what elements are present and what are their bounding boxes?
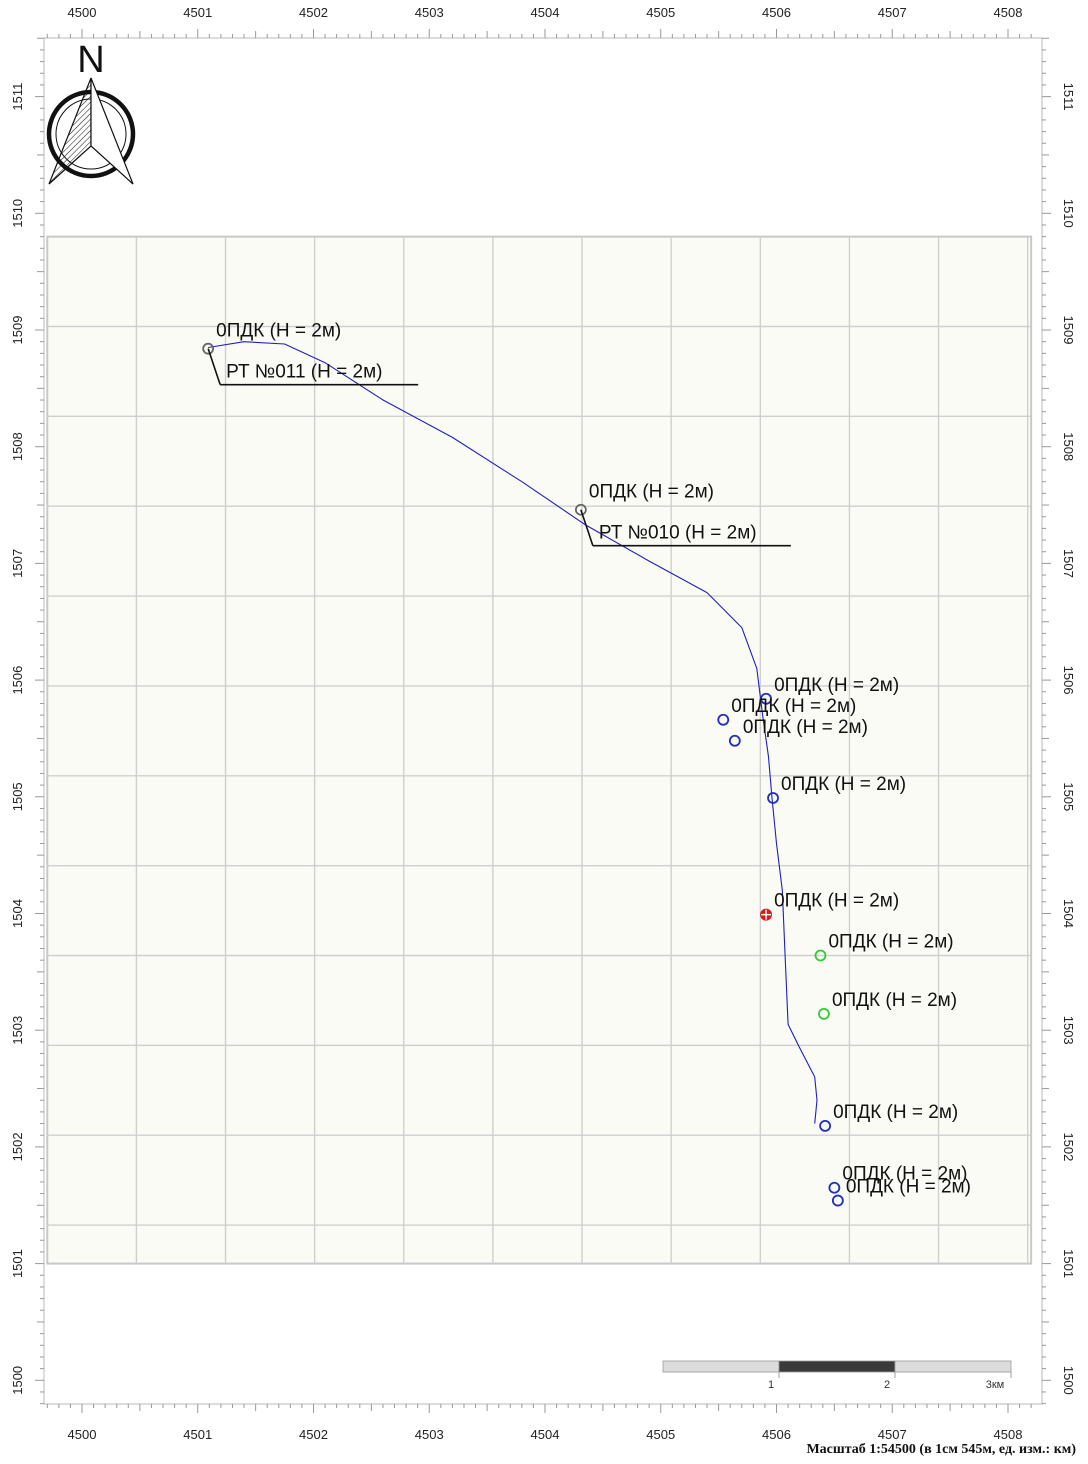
y-tick-label-left: 1509: [10, 316, 25, 345]
y-tick-label-right: 1506: [1061, 666, 1076, 695]
x-tick-label-top: 4505: [646, 5, 675, 20]
route-layer: [208, 341, 818, 1124]
stations-layer: 0ПДК (H = 2м)РТ №011 (H = 2м)0ПДК (H = 2…: [202, 321, 971, 1207]
y-tick-label-right: 1502: [1061, 1132, 1076, 1161]
station-ring-icon: [760, 692, 772, 705]
y-tick-label-left: 1511: [10, 83, 25, 111]
station-ring-icon: [818, 1007, 830, 1020]
scale-bar-label: 2: [884, 1379, 890, 1391]
y-tick-label-right: 1505: [1061, 782, 1076, 811]
x-tick-label-bottom: 4504: [531, 1427, 560, 1442]
station-callout: РТ №011 (H = 2м): [226, 362, 382, 383]
callout-leader-line: [207, 348, 221, 385]
y-tick-label-right: 1509: [1061, 316, 1076, 345]
station-marker-p2[interactable]: 0ПДК (H = 2м): [717, 696, 856, 726]
y-tick-label-left: 1507: [10, 549, 25, 578]
station-ring-icon: [828, 1181, 841, 1194]
x-tick-label-top: 4506: [762, 5, 791, 20]
station-marker-p3[interactable]: 0ПДК (H = 2м): [728, 717, 868, 747]
station-label: 0ПДК (H = 2м): [828, 932, 953, 953]
scale-bar-label: 1: [768, 1379, 774, 1391]
station-ring-icon: [819, 1119, 832, 1132]
callout-leader-line: [580, 509, 594, 546]
station-marker-p6[interactable]: 0ПДК (H = 2м): [814, 932, 954, 962]
x-tick-label-top: 4507: [878, 5, 907, 20]
station-ring-icon: [574, 503, 587, 516]
station-callout: РТ №010 (H = 2м): [599, 523, 757, 544]
station-label: 0ПДК (H = 2м): [846, 1177, 971, 1198]
station-label: 0ПДК (H = 2м): [842, 1164, 967, 1185]
station-ring-icon: [814, 949, 827, 962]
y-tick-label-left: 1506: [10, 666, 25, 695]
station-marker-p4[interactable]: 0ПДК (H = 2м): [767, 774, 906, 804]
station-label: 0ПДК (H = 2м): [781, 774, 906, 795]
y-tick-label-right: 1507: [1061, 549, 1076, 578]
station-label: 0ПДК (H = 2м): [832, 990, 957, 1011]
y-tick-label-right: 1503: [1061, 1016, 1076, 1045]
x-tick-label-bottom: 4507: [878, 1427, 907, 1442]
station-label: 0ПДК (H = 2м): [743, 717, 868, 738]
station-marker-rt010[interactable]: 0ПДК (H = 2м) РТ №010 (H = 2м): [574, 482, 791, 547]
station-label: 0ПДК (H = 2м): [589, 482, 714, 503]
station-marker-p1[interactable]: 0ПДК (H = 2м): [760, 675, 899, 705]
station-ring-icon: [717, 713, 730, 726]
station-label: 0ПДК (H = 2м): [774, 891, 899, 912]
y-tick-label-right: 1500: [1061, 1366, 1076, 1395]
scale-bar-segment: [778, 1360, 896, 1373]
x-tick-label-top: 4508: [994, 5, 1023, 20]
station-ring-icon: [202, 342, 215, 355]
north-arrow-icon: N: [46, 39, 136, 185]
scale-bar-segment: [662, 1360, 780, 1373]
x-tick-label-bottom: 4506: [762, 1427, 791, 1442]
y-tick-label-right: 1510: [1061, 199, 1076, 228]
station-marker-p5[interactable]: 0ПДК (H = 2м): [760, 891, 900, 921]
coordinate-grid: [46, 235, 1033, 1265]
station-label: 0ПДК (H = 2м): [216, 321, 341, 342]
x-tick-label-bottom: 4501: [183, 1427, 212, 1442]
station-marker-rt011[interactable]: 0ПДК (H = 2м) РТ №011 (H = 2м): [202, 321, 419, 386]
x-tick-label-top: 4502: [299, 5, 328, 20]
x-tick-label-bottom: 4508: [994, 1427, 1023, 1442]
x-tick-label-bottom: 4505: [646, 1427, 675, 1442]
y-tick-label-left: 1508: [10, 432, 25, 461]
station-ring-icon: [728, 734, 741, 747]
x-tick-label-top: 4500: [68, 5, 97, 20]
x-tick-label-bottom: 4500: [68, 1427, 97, 1442]
y-tick-label-left: 1510: [10, 199, 25, 228]
x-tick-label-bottom: 4503: [415, 1427, 444, 1442]
station-ring-icon: [767, 792, 779, 804]
y-tick-label-right: 1504: [1061, 899, 1076, 928]
y-tick-label-right: 1511: [1061, 83, 1076, 111]
x-tick-label-bottom: 4502: [299, 1427, 328, 1442]
y-tick-label-left: 1502: [10, 1132, 25, 1161]
route-line: [208, 341, 818, 1124]
station-marker-p10[interactable]: 0ПДК (H = 2м): [831, 1177, 971, 1207]
y-tick-label-left: 1504: [10, 899, 25, 928]
y-tick-label-left: 1503: [10, 1016, 25, 1045]
station-ring-icon: [831, 1194, 844, 1207]
y-tick-label-left: 1505: [10, 782, 25, 811]
y-tick-label-left: 1501: [10, 1249, 25, 1278]
scale-caption: Масштаб 1:54500 (в 1см 545м, ед. изм.: к…: [806, 1442, 1076, 1457]
x-tick-label-top: 4504: [531, 5, 560, 20]
grid-panel: [46, 235, 1033, 1265]
y-tick-label-right: 1508: [1061, 432, 1076, 461]
north-letter: N: [77, 39, 104, 81]
scale-bar-segment: [894, 1360, 1012, 1373]
station-marker-p8[interactable]: 0ПДК (H = 2м): [819, 1102, 958, 1132]
station-label: 0ПДК (H = 2м): [731, 696, 856, 717]
x-tick-label-top: 4503: [415, 5, 444, 20]
station-label: 0ПДК (H = 2м): [833, 1102, 958, 1123]
y-tick-label-left: 1500: [10, 1366, 25, 1395]
scale-bar: 1 2 3км: [662, 1360, 1012, 1391]
y-tick-label-right: 1501: [1061, 1249, 1076, 1278]
station-label: 0ПДК (H = 2м): [774, 675, 899, 696]
x-tick-label-top: 4501: [183, 5, 212, 20]
station-marker-p9[interactable]: 0ПДК (H = 2м): [828, 1164, 967, 1194]
scale-bar-label: 3км: [986, 1379, 1005, 1391]
station-marker-p7[interactable]: 0ПДК (H = 2м): [818, 990, 957, 1020]
